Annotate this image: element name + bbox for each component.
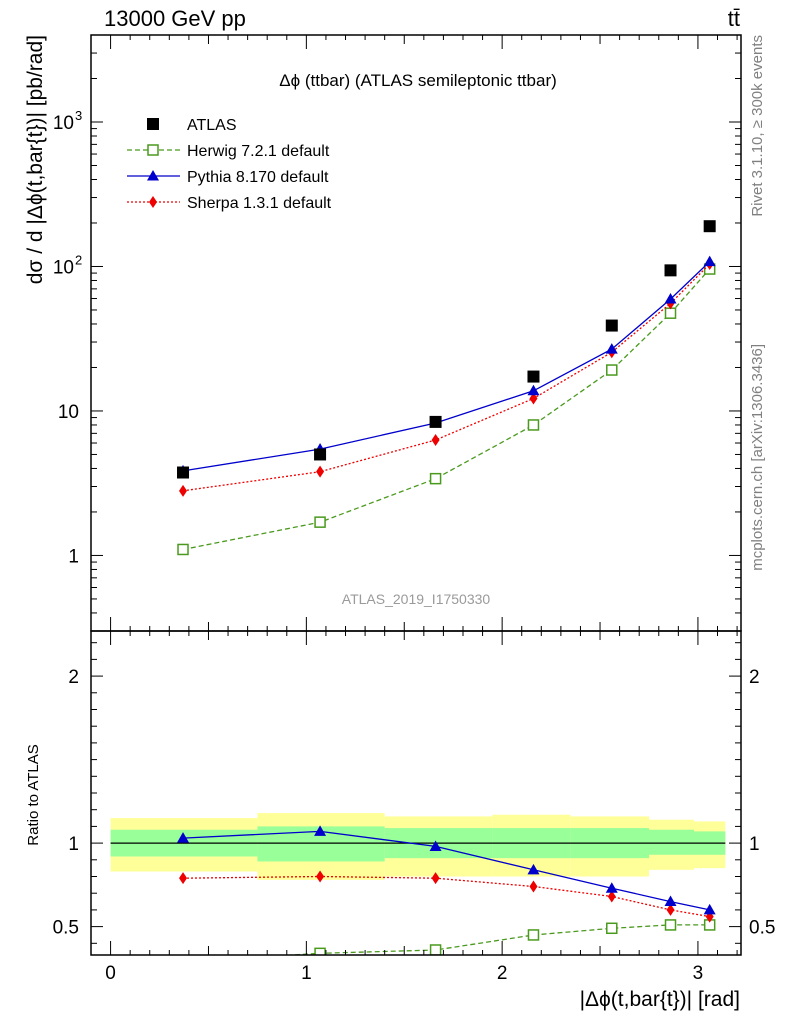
sherpa-point (316, 465, 325, 478)
atlas-data-point (429, 415, 442, 428)
herwig-point (527, 419, 540, 431)
ratio-y-tick-label-right: 0.5 (749, 918, 775, 939)
legend-label-sherpa: Sherpa 1.3.1 default (187, 195, 332, 212)
ratio-sherpa-point (179, 872, 188, 885)
legend-marker-atlas (147, 118, 159, 130)
mcplots-label: mcplots.cern.ch [arXiv:1306.3436] (749, 344, 766, 571)
atlas-data-point (605, 319, 618, 332)
y-tick-label-exponent: 2 (75, 252, 82, 267)
y-tick-label: 10 (53, 257, 74, 278)
atlas-data-point (664, 264, 677, 277)
main-plot-area (177, 220, 716, 556)
herwig-point (606, 364, 618, 376)
energy-label: 13000 GeV pp (104, 6, 246, 31)
x-tick-label: 2 (497, 963, 508, 984)
ratio-pythia-point (703, 903, 716, 915)
ratio-ylabel: Ratio to ATLAS (25, 744, 42, 845)
ratio-sherpa-line (182, 875, 710, 918)
ratio-plot-area (110, 813, 726, 955)
legend: ATLAS Herwig 7.2.1 default Pythia 8.170 de… (127, 117, 332, 212)
ratio-herwig-point (429, 944, 442, 955)
pythia-point (605, 343, 618, 354)
plot-title: Δϕ (ttbar) (ATLAS semileptonic ttbar) (279, 71, 557, 90)
atlas-data-point (703, 220, 716, 233)
sherpa-point (179, 484, 188, 497)
main-axis-ticks (91, 34, 741, 632)
ratio-sherpa-point (431, 872, 440, 885)
y-tick-label: 10 (58, 402, 79, 423)
ratio-frame (90, 630, 742, 956)
ratio-pythia-point (664, 895, 677, 907)
atlas-data-point (177, 466, 190, 479)
legend-marker-herwig (147, 144, 159, 156)
pythia-point (527, 384, 540, 396)
sherpa-line (182, 263, 711, 492)
process-label: tt̄ (728, 6, 740, 31)
ratio-sherpa-point (529, 880, 538, 893)
ratio-herwig-point (606, 922, 618, 935)
legend-marker-pythia (147, 170, 159, 181)
legend-label-pythia: Pythia 8.170 default (187, 169, 329, 186)
herwig-point (177, 543, 189, 556)
herwig-point (664, 307, 677, 319)
analysis-watermark: ATLAS_2019_I1750330 (342, 591, 491, 607)
herwig-point (314, 516, 326, 528)
ratio-herwig-point (664, 919, 677, 931)
ratio-herwig-line (281, 924, 710, 955)
ratio-y-tick-label: 2 (68, 667, 79, 688)
sherpa-point (431, 433, 440, 446)
legend-label-herwig: Herwig 7.2.1 default (187, 143, 330, 160)
atlas-data-point (527, 370, 540, 383)
ratio-sherpa-point (607, 890, 616, 903)
rivet-label: Rivet 3.1.10, ≥ 300k events (749, 35, 766, 217)
legend-label-atlas: ATLAS (187, 117, 237, 134)
ratio-pythia-point (177, 832, 190, 843)
herwig-line (182, 268, 711, 551)
ratio-herwig-point (527, 929, 540, 941)
ratio-y-tick-label-right: 2 (749, 667, 760, 688)
main-ylabel: dσ / d |Δϕ(t,bar{t})| [pb/rad] (24, 35, 47, 284)
ratio-y-tick-label-right: 1 (749, 834, 760, 855)
y-tick-label-exponent: 3 (75, 108, 82, 123)
ratio-herwig-point (314, 947, 326, 955)
ratio-tick-labels: 0.5 0.5 1 1 2 2 0 1 2 3 (53, 667, 776, 984)
pythia-point (703, 255, 716, 267)
ratio-pythia-point (605, 882, 618, 893)
ratio-y-tick-label: 0.5 (53, 918, 79, 939)
ratio-pythia-point (429, 840, 442, 851)
ratio-sherpa-point (316, 870, 325, 883)
atlas-data-point (314, 448, 327, 461)
x-tick-label: 3 (693, 963, 704, 984)
x-axis-label: |Δϕ(t,bar{t})| [rad] (580, 988, 740, 1011)
herwig-point (429, 472, 442, 485)
ratio-pythia-point (314, 825, 327, 836)
y-tick-label: 10 (53, 113, 74, 134)
x-tick-label: 1 (301, 963, 312, 984)
pythia-line (182, 261, 711, 472)
uncertainty-band-inner (648, 829, 695, 855)
pythia-point (664, 293, 677, 304)
ratio-y-tick-label: 1 (68, 834, 79, 855)
x-tick-label: 0 (105, 963, 116, 984)
legend-marker-sherpa (149, 196, 157, 208)
y-tick-label: 1 (68, 546, 79, 567)
ratio-panel: 0.5 0.5 1 1 2 2 0 1 2 3 Ratio to ATLAS |Δϕ(t,bar{… (25, 630, 776, 1011)
ratio-pythia-point (527, 863, 540, 875)
sherpa-point (529, 392, 538, 405)
ratio-axis-ticks (91, 631, 741, 955)
ratio-sherpa-point (666, 903, 675, 916)
